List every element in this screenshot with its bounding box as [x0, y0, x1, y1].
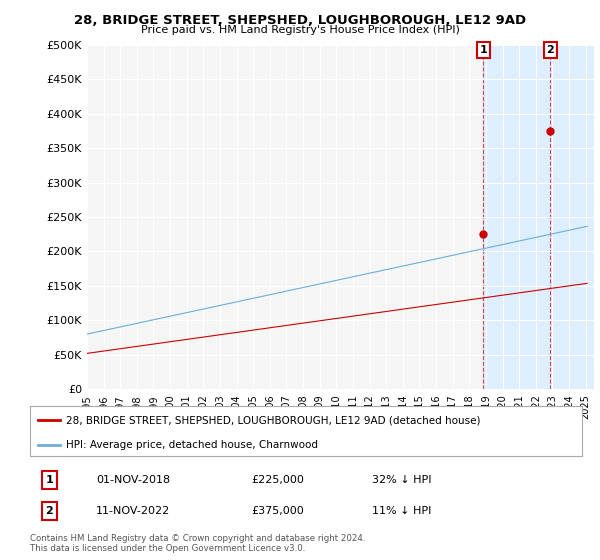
Text: £225,000: £225,000 — [251, 475, 304, 485]
Text: 2: 2 — [547, 45, 554, 55]
Text: Price paid vs. HM Land Registry's House Price Index (HPI): Price paid vs. HM Land Registry's House … — [140, 25, 460, 35]
Text: 1: 1 — [479, 45, 487, 55]
Text: £375,000: £375,000 — [251, 506, 304, 516]
Text: 1: 1 — [46, 475, 53, 485]
Text: 11-NOV-2022: 11-NOV-2022 — [96, 506, 170, 516]
Text: 32% ↓ HPI: 32% ↓ HPI — [372, 475, 432, 485]
Text: 2: 2 — [46, 506, 53, 516]
Text: 01-NOV-2018: 01-NOV-2018 — [96, 475, 170, 485]
Text: 28, BRIDGE STREET, SHEPSHED, LOUGHBOROUGH, LE12 9AD (detached house): 28, BRIDGE STREET, SHEPSHED, LOUGHBOROUG… — [66, 415, 481, 425]
Bar — [550, 45, 594, 389]
Text: Contains HM Land Registry data © Crown copyright and database right 2024.
This d: Contains HM Land Registry data © Crown c… — [30, 534, 365, 553]
Text: HPI: Average price, detached house, Charnwood: HPI: Average price, detached house, Char… — [66, 440, 318, 450]
Text: 11% ↓ HPI: 11% ↓ HPI — [372, 506, 431, 516]
Text: 28, BRIDGE STREET, SHEPSHED, LOUGHBOROUGH, LE12 9AD: 28, BRIDGE STREET, SHEPSHED, LOUGHBOROUG… — [74, 14, 526, 27]
Bar — [483, 45, 550, 389]
